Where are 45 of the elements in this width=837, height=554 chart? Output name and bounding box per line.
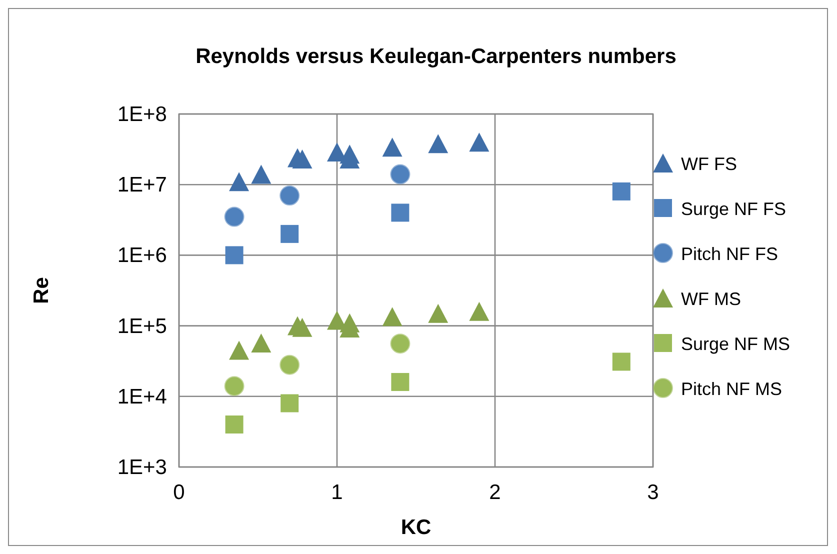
x-tick-label: 0	[173, 481, 185, 504]
legend-label: Pitch NF MS	[681, 379, 782, 399]
point	[391, 372, 410, 391]
point	[391, 204, 410, 222]
point	[428, 304, 448, 323]
point	[280, 224, 299, 243]
point	[280, 186, 300, 206]
y-tick-label: 1E+5	[117, 314, 167, 338]
x-axis-title: KC	[400, 516, 432, 539]
y-tick-label: 1E+3	[117, 456, 167, 479]
point	[251, 164, 272, 184]
point	[229, 340, 250, 360]
point	[469, 132, 490, 152]
point	[251, 334, 272, 353]
y-tick-label: 1E+6	[117, 244, 167, 268]
y-tick-label: 1E+4	[117, 385, 168, 408]
y-axis-title: Re	[30, 277, 53, 304]
legend-label: WF FS	[681, 154, 737, 174]
point	[280, 354, 300, 375]
point	[224, 376, 244, 396]
y-tick-label: 1E+7	[117, 174, 167, 197]
point	[612, 352, 630, 371]
legend-label: WF MS	[681, 289, 741, 309]
point	[390, 334, 410, 354]
x-tick-label: 1	[331, 481, 343, 504]
point	[469, 302, 490, 321]
point	[612, 182, 630, 200]
legend-label: Surge NF MS	[681, 334, 790, 354]
point	[382, 307, 402, 326]
point	[225, 415, 244, 434]
point	[428, 134, 448, 154]
point	[292, 318, 312, 337]
point	[280, 394, 299, 412]
point	[382, 138, 402, 157]
point	[292, 150, 312, 169]
x-tick-label: 3	[647, 481, 659, 504]
point	[229, 172, 250, 192]
legend-label: Surge NF FS	[681, 199, 786, 219]
point	[225, 246, 244, 264]
point	[390, 164, 410, 184]
chart-title: Reynolds versus Keulegan-Carpenters numbers	[196, 45, 676, 68]
legend-label: Pitch NF FS	[681, 244, 778, 264]
y-tick-label: 1E+8	[117, 103, 167, 126]
x-tick-label: 2	[489, 481, 501, 504]
point	[224, 206, 244, 227]
